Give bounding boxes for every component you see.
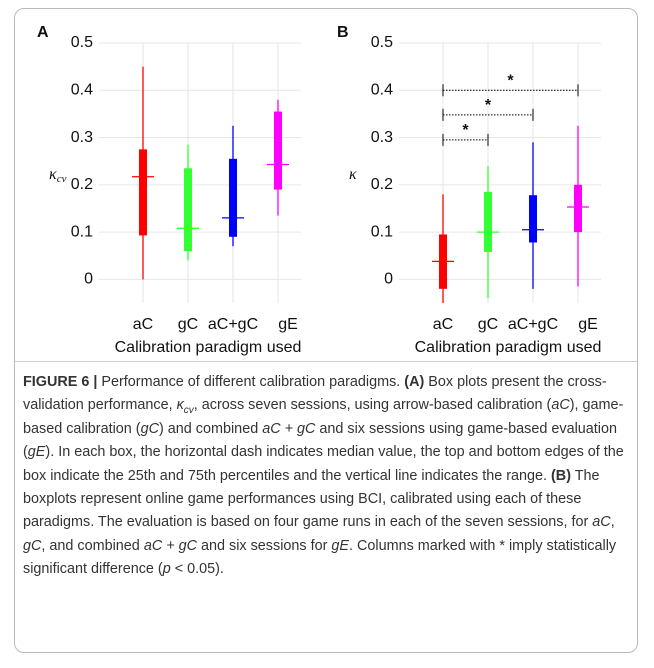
y-tick-label: 0.3 bbox=[71, 129, 93, 146]
caption-run: cv bbox=[183, 405, 194, 417]
significance-label: * bbox=[462, 122, 469, 139]
y-axis-label-sub: cv bbox=[57, 173, 67, 185]
y-tick-label: 0.3 bbox=[371, 129, 393, 146]
caption-run: gE bbox=[331, 537, 349, 554]
y-tick-label: 0.5 bbox=[71, 34, 93, 51]
caption-run: and six sessions for bbox=[197, 537, 332, 554]
y-tick-label: 0.5 bbox=[371, 34, 393, 51]
y-tick-label: 0.4 bbox=[371, 81, 393, 98]
caption-run: gC bbox=[23, 537, 42, 554]
panel-letter: A bbox=[37, 24, 49, 41]
box bbox=[574, 184, 582, 233]
x-tick-label: gC bbox=[178, 316, 198, 333]
y-axis-label-main: κ bbox=[49, 166, 57, 183]
caption-run: (A) bbox=[404, 374, 425, 390]
x-axis-label: Calibration paradigm used bbox=[415, 339, 602, 356]
y-tick-label: 0.1 bbox=[371, 223, 393, 240]
caption-run: κ bbox=[176, 397, 184, 414]
caption-run: aC + gC bbox=[262, 420, 316, 437]
caption-run: < 0.05). bbox=[170, 561, 224, 578]
caption-run: aC bbox=[551, 397, 570, 414]
x-axis-label: Calibration paradigm used bbox=[115, 339, 302, 356]
caption-run: The boxplots represent online game perfo… bbox=[23, 467, 600, 531]
y-tick-label: 0.1 bbox=[71, 223, 93, 240]
x-tick-label: gC bbox=[478, 316, 498, 333]
caption-run: gE bbox=[27, 444, 46, 461]
caption-run: Box plots present the cross-validation p… bbox=[23, 374, 607, 414]
y-tick-label: 0 bbox=[84, 271, 93, 288]
y-axis-label: κcv bbox=[49, 166, 67, 185]
y-tick-label: 0.4 bbox=[71, 81, 93, 98]
charts: A00.10.20.30.40.5aC gC aC+gC gEκcvCalibrati… bbox=[37, 24, 601, 356]
y-tick-label: 0 bbox=[384, 271, 393, 288]
caption-run: , bbox=[610, 514, 615, 531]
caption-run: p bbox=[162, 561, 171, 578]
significance-label: * bbox=[507, 72, 514, 89]
caption-run: . Columns marked with * imply statistica… bbox=[23, 537, 617, 578]
caption-run: aC + gC bbox=[143, 537, 198, 554]
box bbox=[184, 168, 192, 251]
y-axis-label-main: κ bbox=[349, 166, 357, 183]
caption: FIGURE 6 | Performance of different cali… bbox=[23, 371, 629, 582]
caption-run: Performance of different calibration par… bbox=[97, 374, 405, 390]
divider bbox=[15, 361, 637, 362]
panel-letter: B bbox=[337, 24, 349, 41]
caption-run: and six sessions using game-based evalua… bbox=[23, 420, 617, 461]
panel: B 0 0.1 0.2 0.3 0.4 0.5 aC gC aC+gC gE * * * κ Calibrat… bbox=[337, 24, 601, 356]
caption-run: ), game-based calibration ( bbox=[23, 397, 624, 437]
box bbox=[484, 191, 492, 252]
caption-run: ). In each box, the horizontal dash indi… bbox=[23, 444, 624, 484]
panel: A 0 0.1 0.2 0.3 0.4 0.5 aC gC aC+gC gE κcv Calibrati… bbox=[37, 24, 301, 356]
x-tick-label: aC bbox=[433, 316, 453, 333]
caption-run: , and combined bbox=[41, 537, 144, 554]
box bbox=[529, 195, 537, 243]
box bbox=[139, 149, 147, 236]
y-tick-label: 0.2 bbox=[71, 176, 93, 193]
significance-label: * bbox=[485, 97, 492, 114]
x-tick-label: gE bbox=[278, 316, 298, 333]
caption-run: aC bbox=[592, 514, 611, 531]
x-tick-label: aC bbox=[133, 316, 153, 333]
y-tick-label: 0.2 bbox=[371, 176, 393, 193]
caption-run: FIGURE 6 | bbox=[23, 374, 98, 390]
caption-run: gC bbox=[140, 420, 159, 437]
x-tick-label: aC+gC bbox=[208, 316, 258, 333]
box bbox=[274, 111, 282, 190]
caption-run: (B) bbox=[551, 467, 571, 484]
x-tick-label: gE bbox=[578, 316, 598, 333]
caption-run: , across seven sessions, using arrow-bas… bbox=[193, 397, 552, 414]
y-axis-label: κ bbox=[349, 166, 357, 183]
caption-run: ) and combined bbox=[159, 420, 263, 437]
figure: A 0 0.1 0.2 0.3 0.4 0.5 aC gC aC+gC gE κcv Calibrati… bbox=[14, 8, 638, 653]
box bbox=[229, 158, 237, 237]
x-tick-label: aC+gC bbox=[508, 316, 558, 333]
